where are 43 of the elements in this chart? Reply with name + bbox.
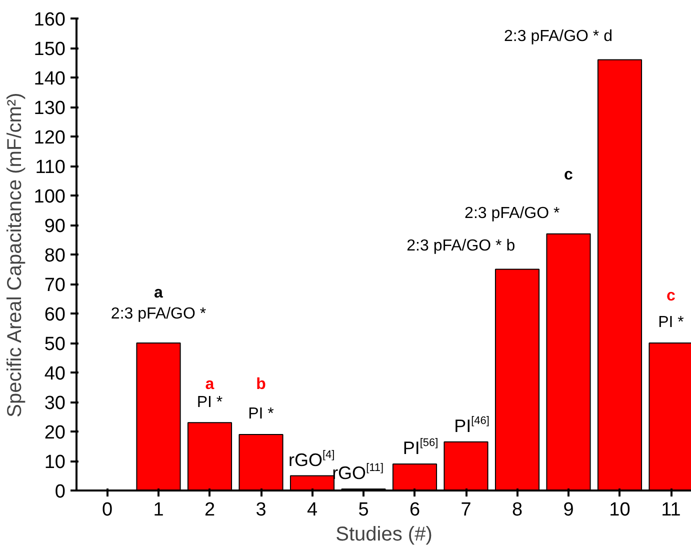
y-tick-label: 70	[44, 275, 66, 296]
y-tick-label: 80	[44, 246, 66, 266]
annotation: b	[256, 376, 266, 394]
x-tick-label: 9	[563, 500, 574, 520]
x-tick-label: 2	[204, 500, 216, 520]
y-tick-label: 150	[34, 39, 66, 60]
x-tick-label: 0	[102, 500, 113, 520]
y-tick-label: 110	[35, 157, 66, 178]
annotation: 2:3 pFA/GO *	[110, 305, 206, 322]
x-tick-label: 11	[661, 500, 681, 520]
x-tick-label: 4	[306, 500, 318, 520]
annotation: c	[666, 288, 676, 305]
y-tick-label: 0	[54, 482, 66, 502]
y-tick-label: 100	[34, 186, 66, 208]
annotation: 2:3 pFA/GO *	[464, 205, 560, 222]
x-tick-label: 6	[409, 500, 420, 520]
y-axis-title: Specific Areal Capacitance (mF/cm²)	[4, 92, 26, 418]
y-tick-label: 30	[44, 393, 66, 414]
y-tick-label: 120	[34, 128, 66, 148]
annotation: PI *	[196, 394, 223, 411]
x-tick-label: 1	[153, 500, 164, 520]
annotation: 2:3 pFA/GO * b	[406, 238, 516, 254]
annotation: c	[564, 166, 574, 184]
annotation: a	[205, 376, 214, 394]
x-tick-label: 7	[460, 500, 472, 520]
y-tick-label: 130	[34, 98, 66, 119]
annotation: 2:3 pFA/GO * d	[504, 28, 612, 46]
x-tick-label: 5	[358, 500, 369, 520]
annotation: PI *	[658, 314, 684, 332]
x-axis-title: Studies (#)	[336, 524, 432, 546]
y-tick-label: 140	[34, 68, 66, 90]
annotation: a	[154, 284, 164, 302]
y-tick-label: 60	[44, 304, 66, 326]
y-tick-label: 90	[44, 216, 66, 237]
y-tick-label: 10	[44, 452, 66, 473]
x-tick-label: 3	[256, 500, 266, 520]
annotation: PI *	[248, 406, 274, 423]
x-tick-label: 10	[609, 500, 630, 520]
x-tick-label: 8	[512, 500, 523, 520]
y-tick-label: 50	[44, 334, 66, 355]
y-tick-label: 40	[44, 364, 66, 384]
y-tick-label: 20	[44, 422, 66, 444]
y-tick-label: 160	[34, 10, 66, 30]
